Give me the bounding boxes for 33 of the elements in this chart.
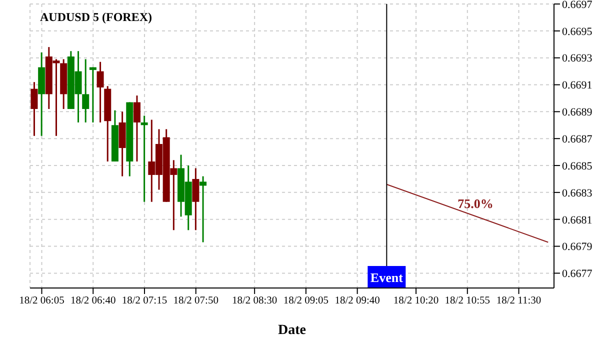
candlestick: [30, 81, 38, 137]
x-tick-label: 18/2 10:55: [444, 295, 490, 306]
x-tick-label: 18/2 08:30: [232, 295, 278, 306]
x-tick-label: 18/2 10:20: [393, 295, 439, 306]
candlestick: [200, 176, 207, 243]
candlestick: [133, 94, 140, 162]
x-axis-title: Date: [278, 323, 306, 338]
x-tick-label: 18/2 06:40: [70, 295, 116, 306]
candlestick: [96, 61, 104, 124]
y-tick-label: 0.6685: [562, 160, 593, 172]
y-tick-label: 0.6687: [562, 134, 593, 146]
candlestick: [192, 167, 200, 231]
ref-line-label: Event: [370, 270, 404, 285]
candlestick: [89, 66, 96, 124]
candlestick: [82, 58, 90, 124]
y-tick-label: 0.6679: [562, 241, 593, 254]
x-tick-label: 18/2 06:05: [19, 295, 64, 306]
y-tick-label: 0.6677: [562, 268, 593, 280]
candlestick: [140, 114, 148, 203]
y-tick-label: 0.6693: [562, 52, 593, 65]
x-tick-label: 18/2 09:05: [283, 295, 329, 306]
x-tick-label: 18/2 07:15: [122, 295, 168, 306]
y-tick-label: 0.6683: [562, 187, 593, 200]
y-tick-label: 0.6691: [562, 80, 592, 92]
text: AUDUSD 5 (FOREX): [40, 10, 152, 25]
x-tick-label: 18/2 09:40: [334, 295, 380, 306]
y-tick-label: 0.6689: [562, 106, 593, 119]
x-tick-label: 18/2 07:50: [173, 295, 218, 306]
y-tick-label: 0.6681: [562, 214, 592, 226]
x-tick-label: 18/2 11:30: [496, 295, 542, 306]
y-tick-label: 0.6695: [562, 26, 593, 38]
y-tick-label: 0.6697: [562, 0, 593, 11]
annotation: 75.0%: [458, 196, 494, 212]
